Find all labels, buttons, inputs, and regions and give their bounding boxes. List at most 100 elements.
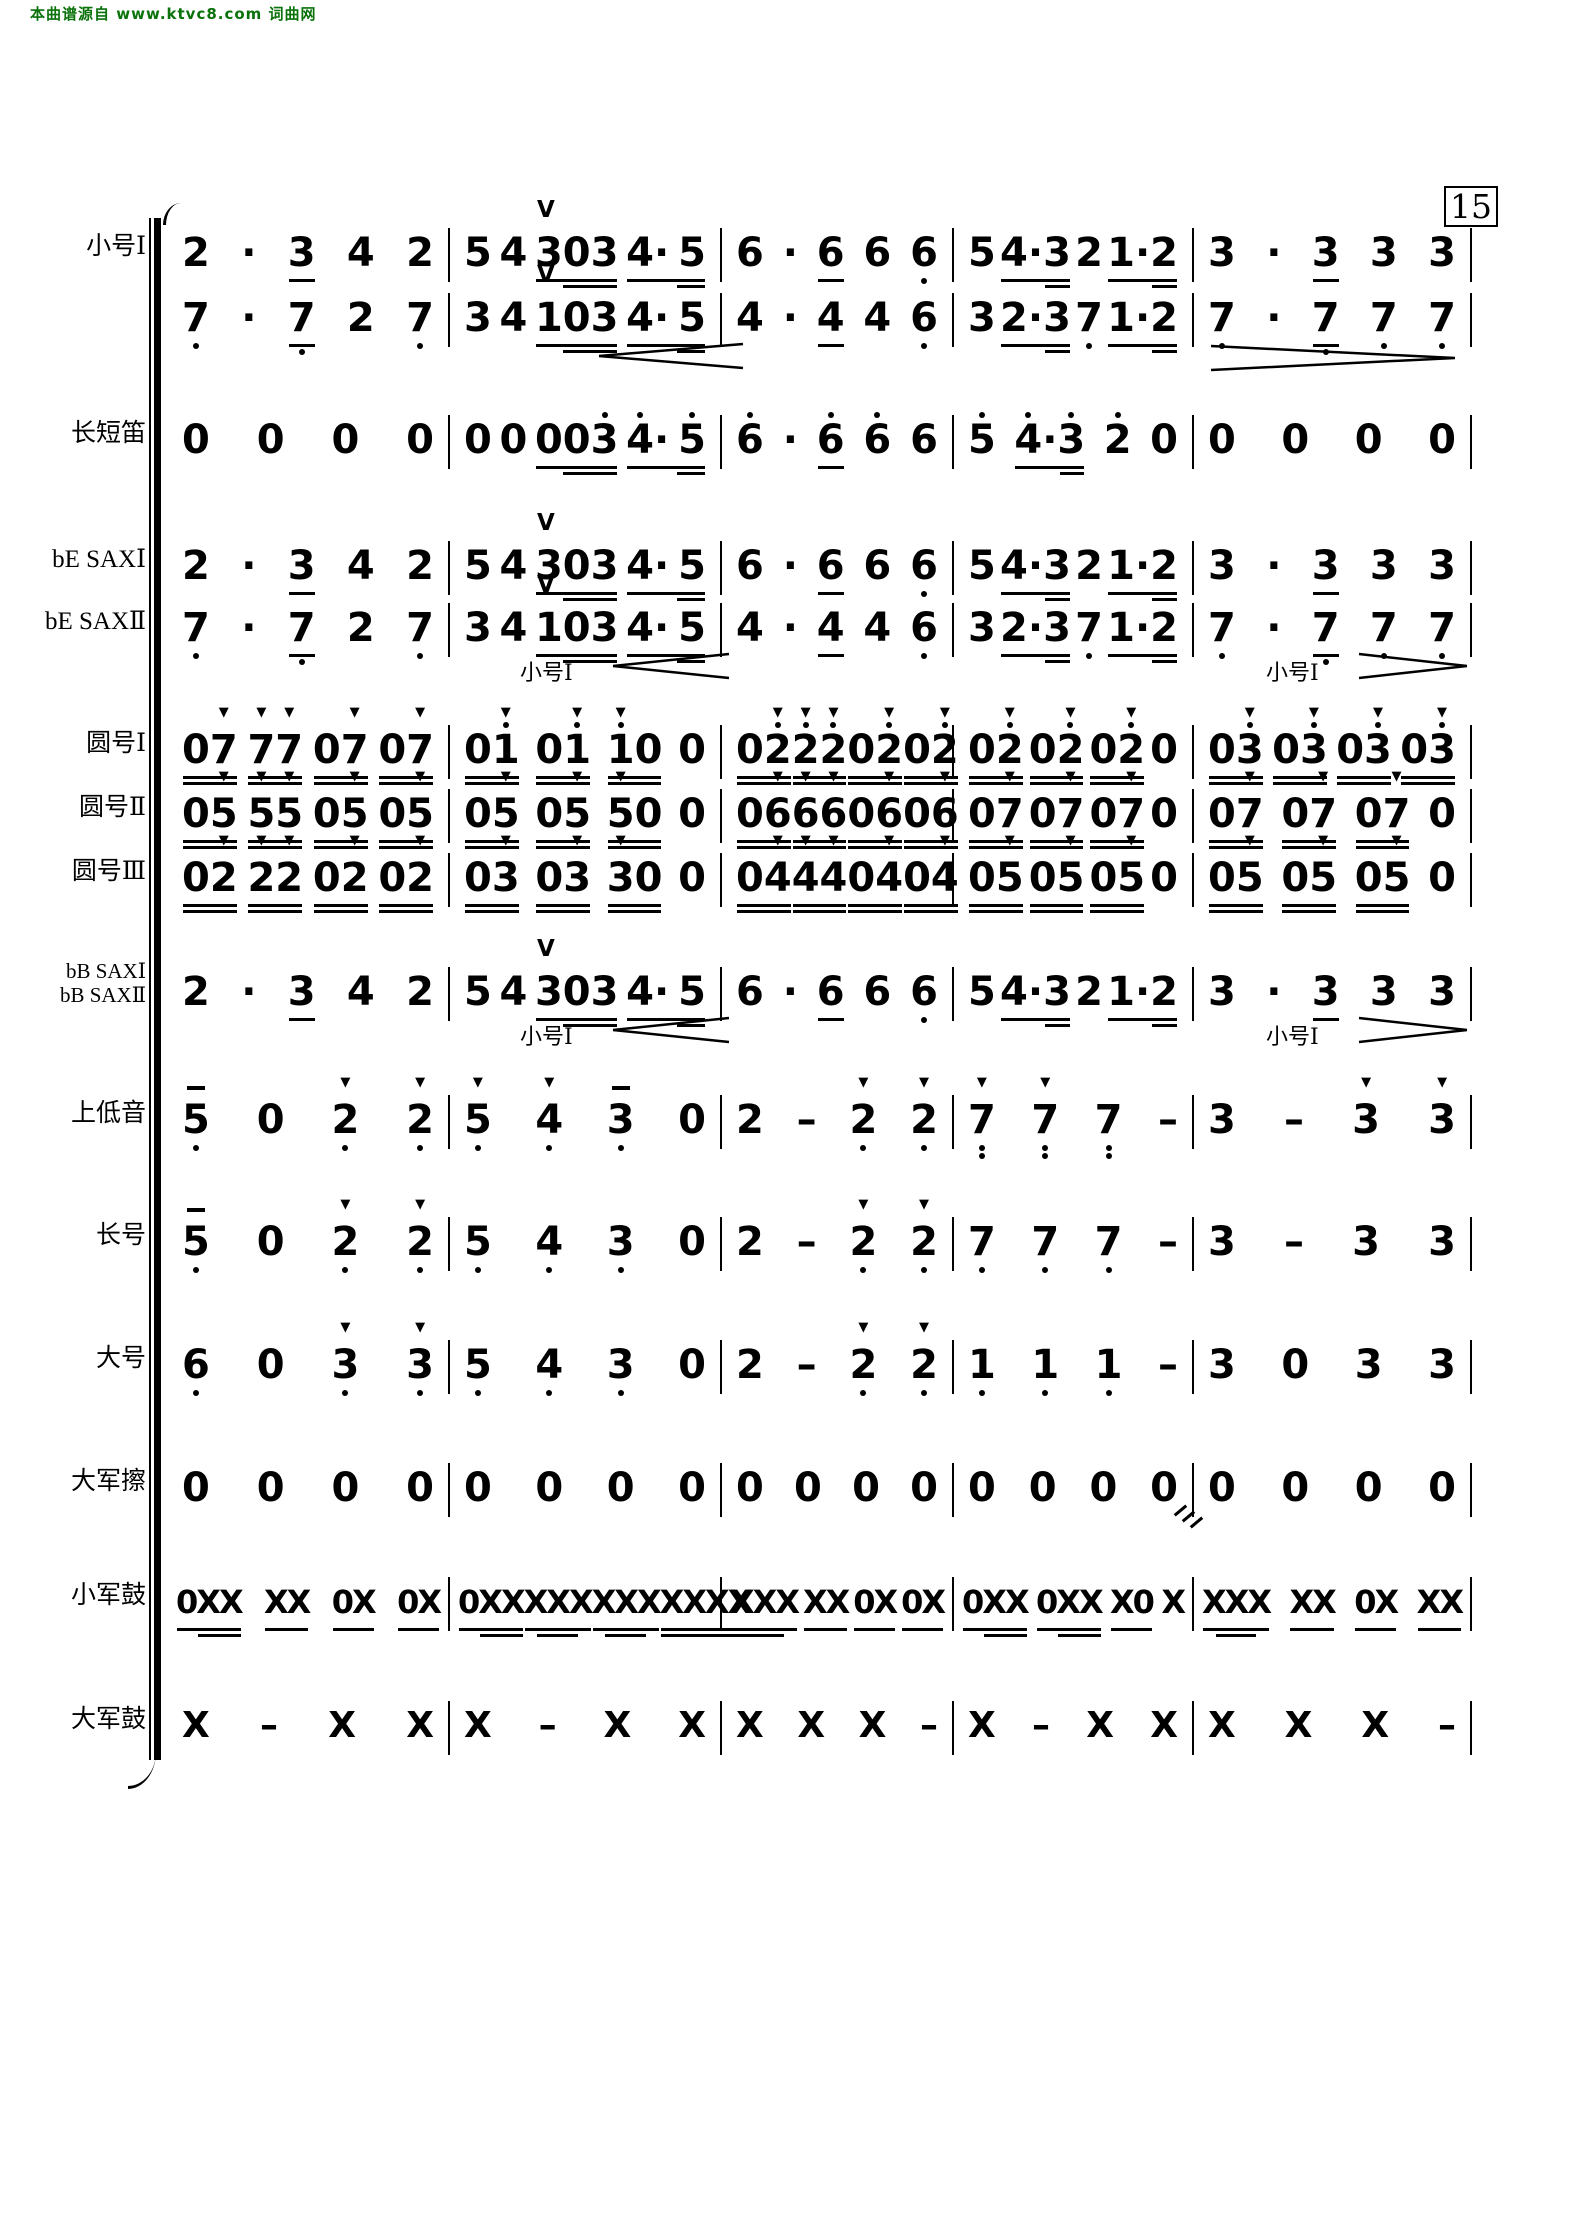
accent-mark: ▼ — [1244, 705, 1255, 720]
note-char: 0 — [256, 1219, 285, 1265]
octave-dot-above — [746, 412, 753, 418]
note-token: 0 — [1029, 1465, 1057, 1511]
underline-2 — [677, 1024, 705, 1027]
barline — [1192, 853, 1194, 907]
accent-mark: ▼ — [572, 769, 583, 784]
note-char: 6 — [910, 295, 938, 349]
note-token: 4 — [499, 230, 527, 276]
underline-2 — [1215, 1634, 1257, 1637]
note-char: 6 ▼ — [819, 769, 848, 837]
note-char: 0 — [1028, 727, 1057, 773]
note-char: 1 — [1107, 295, 1135, 341]
accent-mark: ▼ — [218, 705, 229, 720]
barline — [448, 789, 450, 843]
note-token: 0 1 ▼ — [535, 706, 591, 785]
spacer — [669, 969, 678, 1015]
cue-label: 小号Ⅰ — [520, 1024, 573, 1049]
underline — [313, 840, 368, 843]
note-char: X — [858, 1705, 887, 1746]
measure: 0 7 ▼ 7 ▼ 7 ▼ 0 7 ▼ 0 7 ▼ — [168, 706, 448, 785]
note-char: · — [653, 230, 670, 276]
accent-mark: ▼ — [919, 1320, 930, 1335]
note-token: 0 — [182, 1465, 210, 1511]
octave-dot-below — [192, 343, 199, 349]
note-token: X — [797, 1703, 825, 1749]
underline — [737, 776, 791, 779]
underline — [792, 776, 847, 779]
note-char: 3 ▼ — [1235, 705, 1264, 773]
note-char: 5 — [678, 295, 706, 341]
note-char: 5 ▼ — [1235, 833, 1264, 901]
underline — [592, 1628, 659, 1631]
note-token: 0 — [1150, 791, 1178, 837]
measure: 0 5 ▼ 0 5 ▼ 5 ▼ 0 0 — [450, 769, 720, 849]
note-token: 5 — [464, 969, 492, 1015]
note-char: 0 — [312, 855, 341, 901]
barline — [952, 541, 954, 595]
measure: 4 · 4 4 6 — [722, 295, 952, 349]
barline — [720, 1217, 722, 1271]
note-token: 0 — [1208, 1465, 1236, 1511]
note-token: 0 — [331, 1465, 359, 1511]
note-token: 7 — [1075, 295, 1103, 349]
octave-dot-below — [546, 1145, 553, 1151]
note-token: 7 — [182, 295, 210, 349]
barline — [1192, 1463, 1194, 1517]
note-token: 7 — [288, 605, 316, 665]
note-char: 2 — [406, 969, 434, 1015]
measure: 0 6 ▼ 6 ▼ 6 ▼ 0 6 ▼ 0 6 ▼ — [722, 769, 959, 849]
note-char: 7 ▼ — [1056, 769, 1085, 837]
note-token: 0 5 ▼ — [968, 834, 1024, 913]
measure: 5 ▼ 4 ▼ 3 0 — [450, 1076, 720, 1151]
note-token: 0 — [968, 1465, 996, 1511]
measure: 4 · 4 4 6 — [722, 605, 952, 659]
note-char: 3 — [1208, 230, 1236, 276]
note-char: 7 — [1208, 295, 1236, 349]
note-token: 2 — [1075, 969, 1103, 1015]
note-token: 3 — [607, 1342, 635, 1396]
note-char: X — [568, 1583, 594, 1621]
underline — [848, 904, 903, 907]
accent-mark: ▼ — [976, 1075, 987, 1090]
note-char: 7 — [288, 295, 316, 355]
underline — [1209, 776, 1263, 779]
underline-2 — [904, 846, 958, 849]
note-token: 2 ▼ 2 ▼ — [792, 706, 847, 785]
note-token: 4 — [499, 969, 527, 1015]
octave-dot-below — [617, 1390, 624, 1396]
note-char: 4 — [499, 543, 528, 589]
note-char: 0 — [256, 417, 285, 463]
note-char: X — [1224, 1583, 1250, 1621]
note-token: 4 — [736, 605, 764, 651]
underline-2 — [1152, 1024, 1177, 1027]
underline — [1108, 592, 1177, 595]
measure: 0 3 ▼ 0 3 ▼ 3 ▼ 0 0 — [450, 834, 720, 913]
note-char: 5 — [182, 1086, 210, 1151]
barline — [448, 853, 450, 907]
staff-row: 6 0 3 ▼ 3 ▼ 5 4 3 0 2–2 ▼ 2 ▼ 1 1 1–3 0 3 3 — [168, 1321, 1472, 1402]
note-char: 0 — [562, 417, 591, 463]
note-token: 2 — [347, 295, 375, 341]
underline — [1401, 776, 1455, 779]
note-char: · — [1027, 605, 1044, 651]
note-char: 0 — [1281, 791, 1310, 837]
note-token: 0 2 ▼ — [1089, 706, 1145, 785]
note-char: 0 — [1336, 727, 1365, 773]
note-char: X — [478, 1583, 503, 1621]
note-char: 6 — [863, 543, 892, 589]
measure: 0 3 ▼ 0 3 ▼ 0 3 ▼ 0 3 ▼ — [1194, 705, 1470, 785]
note-char: 0 — [182, 855, 210, 901]
barline — [1192, 1340, 1194, 1394]
underline-2 — [607, 846, 662, 849]
note-char: 2 — [1150, 605, 1178, 651]
instrument-label: 长短笛 — [70, 420, 146, 447]
note-char: 5 ▼ — [606, 769, 635, 837]
underline — [969, 840, 1023, 843]
note-char: · — [1027, 230, 1044, 276]
note-char: 0 — [331, 417, 360, 463]
underline — [627, 654, 705, 657]
note-char: 3 ▼ — [331, 1321, 359, 1396]
tremolo-mark — [1173, 1504, 1213, 1535]
note-token: 6 — [910, 969, 938, 1023]
